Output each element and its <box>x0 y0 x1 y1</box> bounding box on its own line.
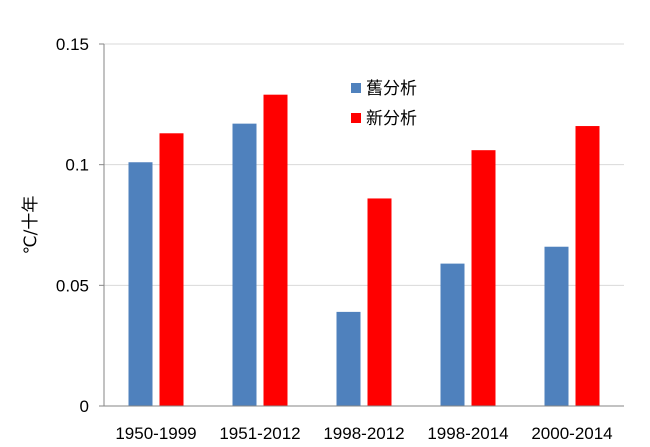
legend-label: 舊分析 <box>366 79 417 99</box>
bar-new-1998-2012 <box>367 198 392 406</box>
bar-new-2000-2014 <box>575 126 600 406</box>
y-tick-label: 0 <box>80 397 89 416</box>
y-tick-label: 0.05 <box>56 276 89 295</box>
x-tick-label: 1950-1999 <box>115 424 196 443</box>
bar-new-1950-1999 <box>159 133 184 406</box>
y-tick-label: 0.15 <box>56 35 89 54</box>
x-tick-label: 2000-2014 <box>531 424 612 443</box>
y-tick-label: 0.1 <box>65 156 89 175</box>
y-axis-title: ℃/十年 <box>21 196 41 255</box>
bar-old-1950-1999 <box>128 162 153 406</box>
bar-new-1998-2014 <box>471 150 496 406</box>
grid-lines <box>104 43 624 286</box>
x-tick-labels: 1950-1999 1951-2012 1998-2012 1998-2014 2000… <box>115 424 612 443</box>
bar-old-2000-2014 <box>544 246 569 406</box>
x-tick-label: 1998-2012 <box>323 424 404 443</box>
x-tick-label: 1998-2014 <box>427 424 508 443</box>
axes <box>99 43 624 407</box>
legend-swatch <box>351 113 361 123</box>
bar-old-1951-2012 <box>232 123 257 406</box>
bar-old-1998-2012 <box>336 311 361 406</box>
bar-old-1998-2014 <box>440 263 465 406</box>
legend-label: 新分析 <box>366 109 417 129</box>
bars <box>128 94 600 407</box>
x-tick-label: 1951-2012 <box>219 424 300 443</box>
legend-swatch <box>351 83 361 93</box>
y-tick-labels: 0 0.05 0.1 0.15 <box>56 35 89 416</box>
bar-new-1951-2012 <box>263 94 288 407</box>
